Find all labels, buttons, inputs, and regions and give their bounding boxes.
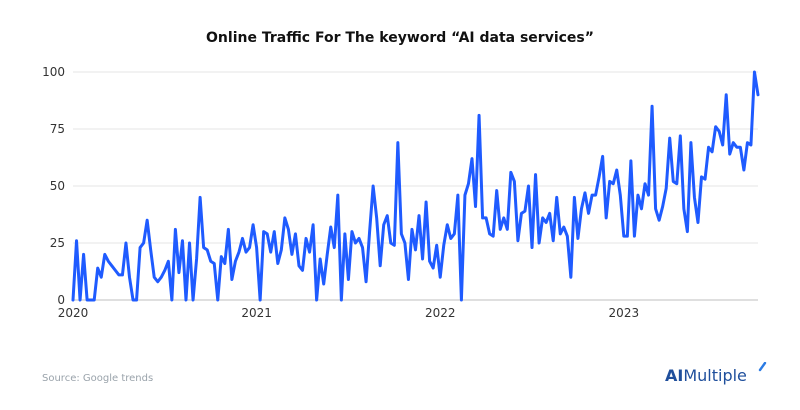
y-tick-label: 50	[50, 179, 65, 193]
x-tick-label: 2023	[609, 306, 640, 320]
x-tick-label: 2022	[425, 306, 456, 320]
chart-title: Online Traffic For The keyword “AI data …	[206, 30, 594, 46]
x-tick-label: 2021	[241, 306, 272, 320]
x-axis-ticks: 2020 2021 2022 2023	[58, 306, 639, 320]
source-note: Source: Google trends	[42, 373, 154, 384]
brand-multiple-text: Multiple	[683, 366, 747, 385]
gridlines	[73, 71, 758, 301]
brand-logo: AIMultiple	[665, 366, 747, 385]
brand-ai-text: AI	[665, 366, 684, 385]
x-tick-label: 2020	[58, 306, 89, 320]
y-axis-ticks: 0 25 50 75 100	[42, 65, 65, 307]
y-tick-label: 100	[42, 65, 65, 79]
y-tick-label: 0	[57, 293, 65, 307]
y-tick-label: 25	[50, 236, 65, 250]
brand-mark-icon	[758, 362, 767, 372]
series-group	[71, 70, 760, 302]
y-tick-label: 75	[50, 122, 65, 136]
series-line	[71, 70, 760, 302]
